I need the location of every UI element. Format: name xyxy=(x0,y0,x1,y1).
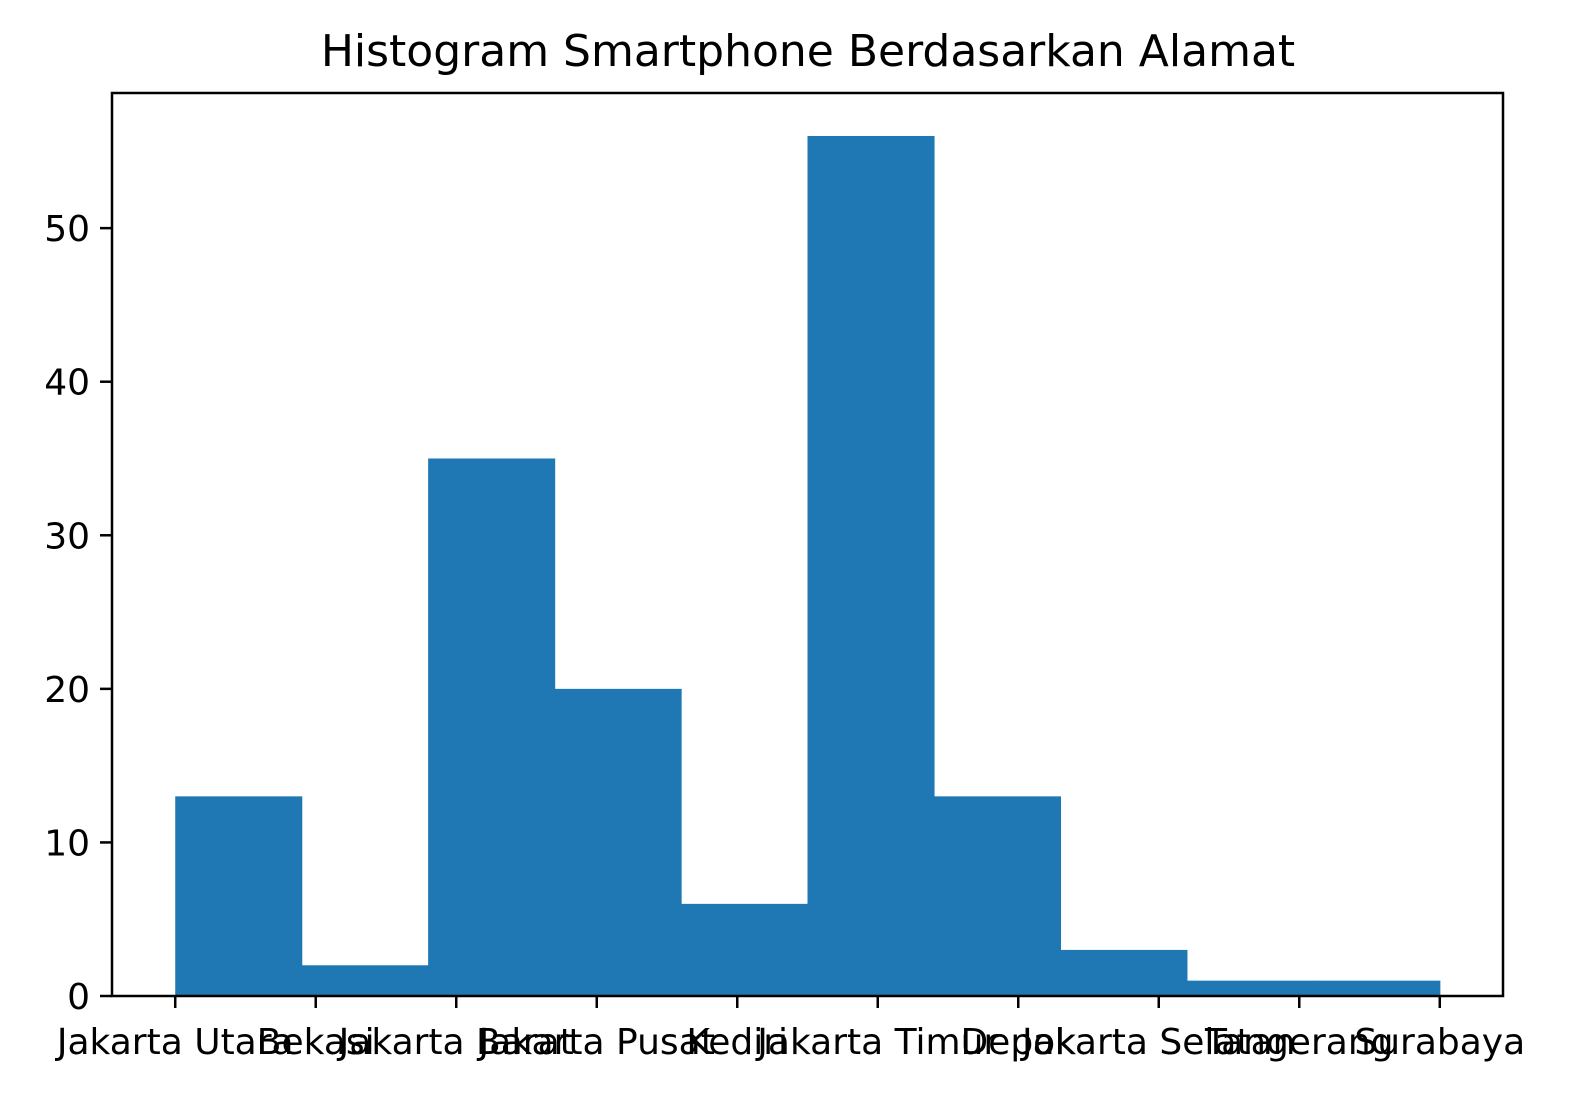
y-tick-label: 30 xyxy=(44,516,90,557)
x-tick-label: Jakarta Selatan xyxy=(1020,1022,1295,1063)
histogram-bar xyxy=(428,458,556,996)
bars-layer xyxy=(175,136,1441,996)
histogram-bar xyxy=(1313,980,1441,996)
axes-frame xyxy=(110,91,1505,998)
chart-title: Histogram Smartphone Berdasarkan Alamat xyxy=(321,26,1295,77)
histogram-bar xyxy=(301,965,429,996)
x-tick-label: Jakarta Barat xyxy=(337,1022,574,1063)
x-tick-label: Jakarta Pusat xyxy=(477,1022,715,1063)
histogram-bar xyxy=(933,796,1062,996)
x-tick-label: Jakarta Utara xyxy=(55,1022,294,1063)
histogram-bar xyxy=(175,796,303,996)
histogram-bar xyxy=(1060,949,1188,996)
histogram-bar xyxy=(681,903,809,996)
x-tick-label: Depok xyxy=(960,1022,1076,1063)
y-axis-ticks: 0 10 20 30 40 50 xyxy=(44,209,112,1018)
histogram-bar xyxy=(807,136,935,996)
x-tick-label: Tangerang xyxy=(1204,1022,1393,1063)
x-tick-label: Jakarta Timur xyxy=(755,1022,998,1063)
y-tick-label: 20 xyxy=(44,670,90,711)
histogram-bar xyxy=(554,688,682,996)
x-tick-label: Surabaya xyxy=(1354,1022,1525,1063)
x-tick-label: Kediri xyxy=(686,1022,788,1063)
y-tick-label: 50 xyxy=(44,209,90,250)
y-tick-label: 10 xyxy=(44,823,90,864)
x-tick-label: Bekasi xyxy=(257,1022,375,1063)
y-tick-label: 0 xyxy=(67,977,90,1018)
y-tick-label: 40 xyxy=(44,363,90,404)
histogram-bar xyxy=(1186,980,1314,996)
